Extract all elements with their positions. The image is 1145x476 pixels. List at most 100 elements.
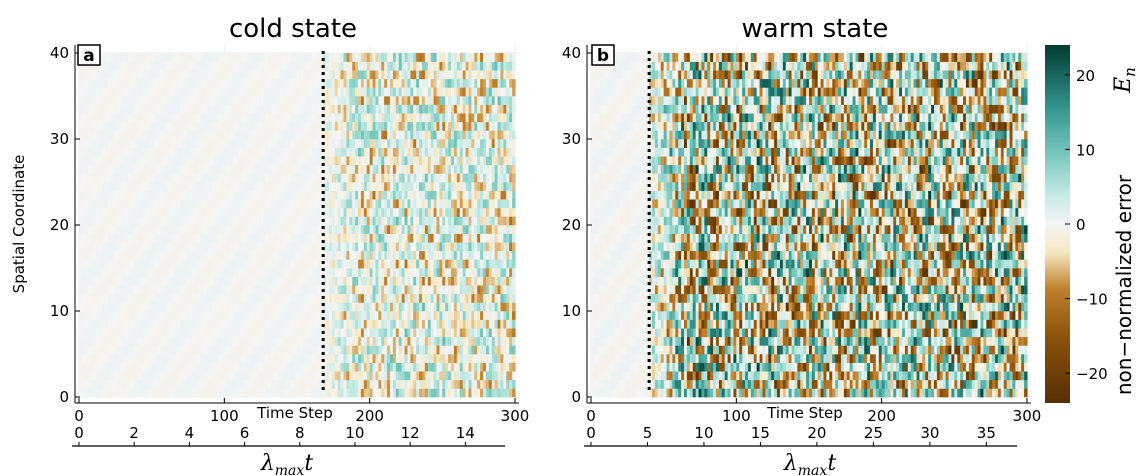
heatmap-cell xyxy=(81,139,86,148)
heatmap-cell xyxy=(198,371,202,381)
heatmap-cell xyxy=(186,182,191,191)
heatmap-cell xyxy=(395,242,400,252)
heatmap-cell xyxy=(102,388,106,398)
heatmap-cell xyxy=(241,156,246,166)
heatmap-cell xyxy=(145,345,150,355)
heatmap-cell xyxy=(291,319,295,329)
heatmap-cell xyxy=(387,276,391,286)
heatmap-cell xyxy=(372,371,377,381)
heatmap-cell xyxy=(270,182,275,191)
heatmap-cell xyxy=(174,199,179,209)
heatmap-cell xyxy=(96,156,100,166)
heatmap-cell xyxy=(244,276,249,286)
heatmap-cell xyxy=(227,250,231,260)
heatmap-cell xyxy=(343,156,348,166)
heatmap-cell xyxy=(276,164,281,174)
heatmap-cell xyxy=(430,285,435,295)
heatmap-cell xyxy=(87,164,92,174)
heatmap-cell xyxy=(358,388,362,398)
heatmap-cell xyxy=(238,293,243,303)
heatmap-cell xyxy=(308,156,313,166)
heatmap-cell xyxy=(227,379,231,389)
heatmap-cell xyxy=(326,199,330,209)
heatmap-cell xyxy=(108,139,112,148)
heatmap-cell xyxy=(134,250,138,260)
heatmap-cell xyxy=(172,311,176,320)
heatmap-cell xyxy=(398,362,403,372)
heatmap-cell xyxy=(99,164,103,174)
heatmap-cell xyxy=(392,164,397,174)
heatmap-cell xyxy=(203,173,208,183)
heatmap-cell xyxy=(483,207,487,217)
heatmap-cell xyxy=(259,259,263,269)
heatmap-cell xyxy=(276,216,281,226)
heatmap-cell xyxy=(122,216,127,226)
heatmap-cell xyxy=(177,121,182,131)
heatmap-cell xyxy=(456,156,461,166)
heatmap-cell xyxy=(151,293,156,303)
heatmap-cell xyxy=(442,379,446,389)
heatmap-cell xyxy=(363,328,368,338)
heatmap-cell xyxy=(195,242,199,252)
heatmap-cell xyxy=(84,293,89,303)
heatmap-cell xyxy=(500,173,504,183)
heatmap-cell xyxy=(93,233,98,243)
heatmap-cell xyxy=(93,336,98,346)
heatmap-cell xyxy=(259,242,263,252)
heatmap-cell xyxy=(166,113,170,123)
heatmap-cell xyxy=(198,130,202,140)
heatmap-cell xyxy=(419,233,423,243)
heatmap-cell xyxy=(462,233,467,243)
heatmap-cell xyxy=(416,225,420,234)
heatmap-cell xyxy=(416,250,420,260)
heatmap-cell xyxy=(148,225,153,234)
heatmap-cell xyxy=(436,311,441,320)
heatmap-cell xyxy=(227,190,231,200)
heatmap-cell xyxy=(404,311,409,320)
heatmap-cell xyxy=(93,345,98,355)
heatmap-cell xyxy=(125,113,130,123)
heatmap-cell xyxy=(311,207,316,217)
heatmap-cell xyxy=(424,388,429,398)
heatmap-cell xyxy=(453,354,458,363)
heatmap-cell xyxy=(483,216,487,226)
heatmap-cell xyxy=(244,259,249,269)
heatmap-cell xyxy=(352,250,356,260)
heatmap-cell xyxy=(192,147,196,157)
heatmap-cell xyxy=(154,242,159,252)
heatmap-cell xyxy=(509,147,513,157)
heatmap-cell xyxy=(512,276,516,286)
heatmap-cell xyxy=(131,130,135,140)
heatmap-cell xyxy=(491,328,496,338)
heatmap-cell xyxy=(512,259,516,269)
heatmap-cell xyxy=(381,164,385,174)
heatmap-cell xyxy=(201,259,205,269)
heatmap-cell xyxy=(320,156,324,166)
heatmap-cell xyxy=(262,147,266,157)
heatmap-cell xyxy=(157,379,161,389)
heatmap-cell xyxy=(99,336,103,346)
heatmap-cell xyxy=(442,173,446,183)
heatmap-cell xyxy=(346,302,350,312)
heatmap-cell xyxy=(267,182,272,191)
heatmap-cell xyxy=(174,259,179,269)
heatmap-cell xyxy=(265,113,269,123)
heatmap-cell xyxy=(160,345,164,355)
heatmap-cell xyxy=(265,276,269,286)
heatmap-cell xyxy=(294,250,298,260)
heatmap-cell xyxy=(183,388,188,398)
heatmap-cell xyxy=(334,139,339,148)
heatmap-cell xyxy=(331,121,336,131)
heatmap-cell xyxy=(244,216,249,226)
heatmap-cell xyxy=(305,242,310,252)
heatmap-cell xyxy=(439,250,443,260)
heatmap-cell xyxy=(145,328,150,338)
heatmap-cell xyxy=(483,336,487,346)
heatmap-cell xyxy=(110,302,115,312)
heatmap-cell xyxy=(459,130,464,140)
heatmap-cell xyxy=(137,388,141,398)
heatmap-cell xyxy=(262,190,266,200)
heatmap-cell xyxy=(174,379,179,389)
heatmap-cell xyxy=(317,147,321,157)
heatmap-cell xyxy=(471,250,475,260)
